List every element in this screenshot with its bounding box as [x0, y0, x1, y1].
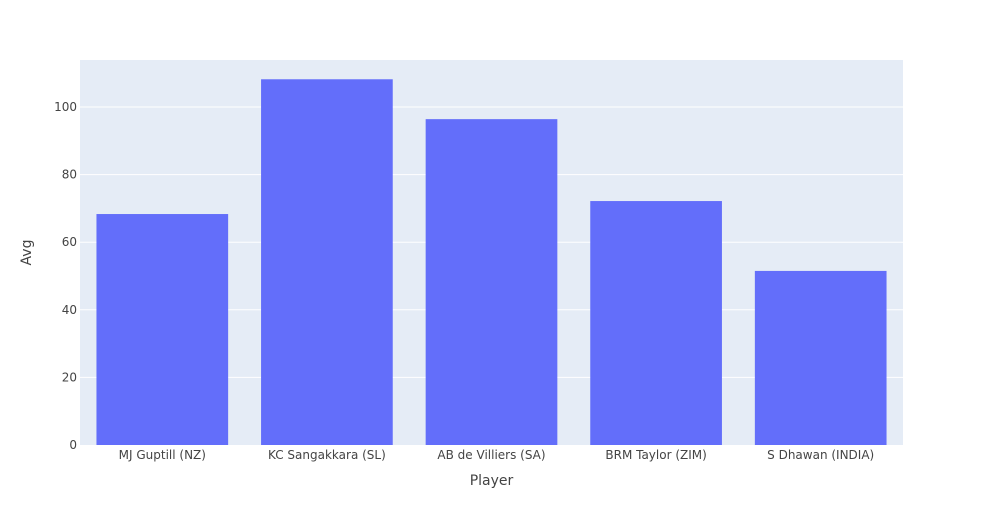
x-tick-label: BRM Taylor (ZIM) [605, 448, 706, 462]
y-tick-label: 0 [69, 438, 77, 452]
y-tick-label: 20 [62, 370, 77, 384]
bar[interactable] [754, 270, 887, 445]
x-tick-label: S Dhawan (INDIA) [767, 448, 874, 462]
x-tick-label: KC Sangakkara (SL) [268, 448, 386, 462]
x-tick-label: MJ Guptill (NZ) [119, 448, 206, 462]
x-tick-label: AB de Villiers (SA) [437, 448, 545, 462]
bar[interactable] [96, 214, 229, 445]
y-axis-title: Avg [19, 240, 35, 266]
bars [96, 79, 887, 445]
y-tick-label: 40 [62, 303, 77, 317]
y-tick-label: 80 [62, 168, 77, 182]
bar[interactable] [590, 201, 722, 445]
x-axis-title: Player [470, 473, 514, 489]
y-tick-label: 100 [54, 100, 77, 114]
bar[interactable] [261, 79, 393, 445]
y-tick-label: 60 [62, 235, 77, 249]
y-axis-ticks: 0 20 40 60 80 100 [54, 100, 77, 452]
x-axis-ticks: MJ Guptill (NZ) KC Sangakkara (SL) AB de V… [119, 448, 875, 462]
bar[interactable] [425, 119, 558, 445]
